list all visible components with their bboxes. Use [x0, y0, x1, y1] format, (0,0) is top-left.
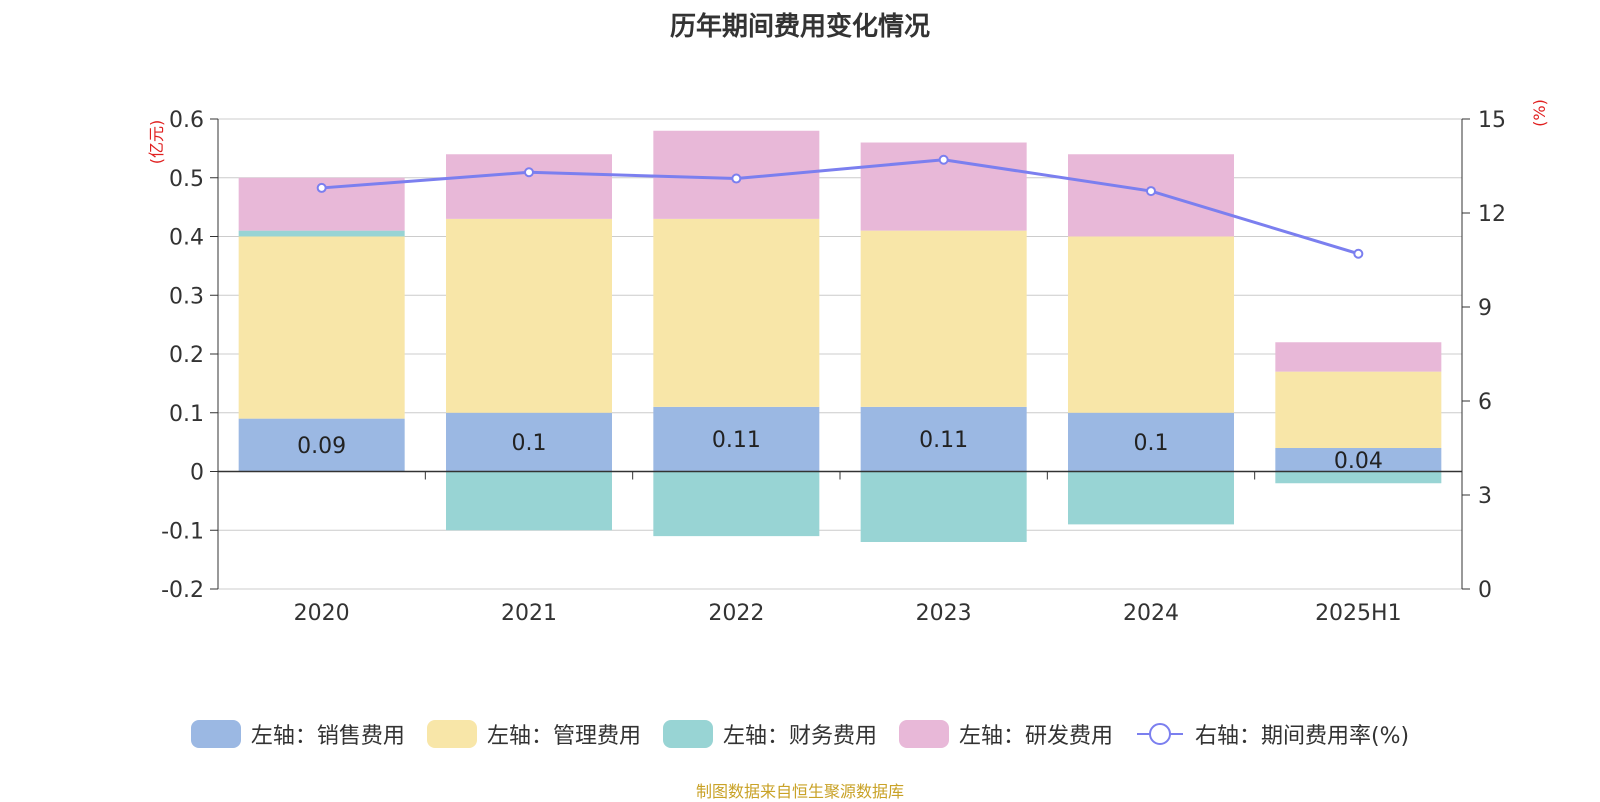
legend-swatch-rd — [898, 720, 949, 748]
bar-segment-1-2021 — [446, 412, 612, 472]
legend-item-rate[interactable]: 右轴：期间费用率(%) — [1135, 718, 1409, 750]
legend-swatch-finance — [662, 720, 713, 748]
right-axis-tick-label: 6 — [1478, 390, 1492, 415]
bar-segment-3-2022 — [653, 471, 820, 537]
left-axis-tick-label: 0.6 — [169, 108, 204, 133]
left-axis-tick-label: 0.3 — [169, 284, 204, 309]
rate-point-2024 — [1146, 186, 1156, 197]
bar-segment-3-2025H1 — [1275, 471, 1442, 484]
legend-item-admin[interactable]: 左轴：管理费用 — [426, 718, 641, 750]
bar-segment-2-2021 — [446, 218, 612, 413]
left-axis-tick-label: 0.4 — [169, 226, 204, 251]
legend-line-rate-icon — [1135, 720, 1185, 748]
right-axis-tick-label: 9 — [1478, 296, 1492, 321]
bar-data-label: 0.1 — [512, 431, 547, 456]
rate-point-2022 — [731, 173, 742, 184]
left-axis-tick-label: 0.5 — [169, 167, 204, 192]
legend-swatch-sales — [190, 720, 241, 748]
legend-swatch-admin — [426, 720, 477, 748]
legend-item-rd[interactable]: 左轴：研发费用 — [898, 718, 1113, 750]
legend-label-rd: 左轴：研发费用 — [958, 724, 1113, 749]
x-axis-tick-label: 2023 — [916, 601, 972, 626]
bar-data-label: 0.11 — [919, 428, 968, 453]
bar-data-label: 0.04 — [1334, 449, 1383, 474]
bar-segment-1-2023 — [860, 406, 1027, 472]
legend-item-sales[interactable]: 左轴：销售费用 — [190, 718, 405, 750]
legend-label-finance: 左轴：财务费用 — [722, 724, 877, 749]
right-axis-unit-label: (%) — [1530, 99, 1549, 127]
rate-point-2021 — [524, 167, 534, 178]
bar-segment-4-2025H1 — [1275, 342, 1442, 372]
bar-segment-1-2022 — [653, 406, 820, 472]
x-axis-tick-label: 2022 — [708, 601, 764, 626]
bar-segment-3-2020 — [238, 230, 405, 237]
bar-segment-2-2022 — [653, 218, 820, 407]
bar-segment-3-2021 — [446, 471, 612, 531]
right-axis-tick-label: 0 — [1478, 578, 1492, 603]
bar-segment-2-2025H1 — [1275, 371, 1442, 448]
bar-segment-3-2023 — [860, 471, 1027, 542]
right-axis-tick-label: 15 — [1478, 108, 1506, 133]
rate-point-2023 — [938, 154, 949, 165]
left-axis-tick-label: -0.1 — [161, 519, 204, 544]
bar-segment-2-2023 — [860, 230, 1027, 407]
left-axis-tick-label: 0.2 — [169, 343, 204, 368]
rate-point-2025H1 — [1353, 248, 1364, 259]
bar-segment-1-2020 — [238, 418, 405, 472]
x-axis-tick-label: 2021 — [501, 601, 557, 626]
rate-point-2020 — [316, 182, 327, 193]
bar-segment-1-2025H1 — [1275, 448, 1442, 472]
bar-segment-1-2024 — [1068, 412, 1234, 472]
bar-data-label: 0.1 — [1134, 431, 1169, 456]
right-axis-tick-label: 3 — [1478, 484, 1492, 509]
x-axis-tick-label: 2024 — [1123, 601, 1179, 626]
legend: 左轴：销售费用 左轴：管理费用 左轴：财务费用 左轴：研发费用 右轴：期间费用率… — [0, 718, 1600, 750]
bar-data-label: 0.09 — [297, 434, 346, 459]
source-footer: 制图数据来自恒生聚源数据库 — [695, 782, 904, 801]
legend-label-admin: 左轴：管理费用 — [486, 724, 641, 749]
left-axis-tick-label: -0.2 — [161, 578, 204, 603]
left-axis-unit-label: (亿元) — [147, 120, 166, 165]
legend-label-rate: 右轴：期间费用率(%) — [1194, 724, 1410, 749]
x-axis-tick-label: 2025H1 — [1315, 601, 1402, 626]
left-axis-tick-label: 0.1 — [169, 402, 204, 427]
bar-segment-2-2024 — [1068, 236, 1234, 413]
bar-data-label: 0.11 — [712, 428, 761, 453]
right-axis-tick-label: 12 — [1478, 202, 1506, 227]
bar-segment-2-2020 — [238, 236, 405, 419]
x-axis-tick-label: 2020 — [294, 601, 350, 626]
chart-svg: 0.6 0.5 0.4 0.3 0.2 0.1 0 -0.1 -0.2 15 12 9 6 3 0 (亿元) (… — [147, 99, 1549, 626]
rate-line — [321, 158, 1359, 256]
bar-segment-3-2024 — [1068, 471, 1234, 525]
left-axis-tick-label: 0 — [190, 461, 204, 486]
legend-item-finance[interactable]: 左轴：财务费用 — [662, 718, 877, 750]
bar-segment-4-2021 — [446, 154, 612, 219]
legend-label-sales: 左轴：销售费用 — [250, 724, 405, 749]
chart-title: 历年期间费用变化情况 — [669, 12, 930, 42]
